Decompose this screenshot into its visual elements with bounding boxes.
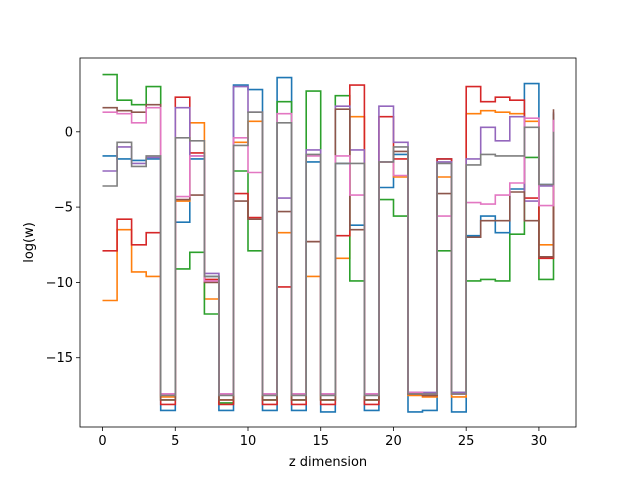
axes-frame xyxy=(79,57,577,428)
x-tick-label: 0 xyxy=(98,434,106,449)
y-tick-label: −5 xyxy=(54,201,73,216)
x-tick-label: 10 xyxy=(240,434,257,449)
x-tick-label: 30 xyxy=(531,434,548,449)
x-tick-label: 15 xyxy=(312,434,329,449)
series-line-8 xyxy=(102,111,555,397)
x-tick-label: 25 xyxy=(458,434,475,449)
series-line-6 xyxy=(102,103,555,401)
x-axis-ticks: 0 5 10 15 20 25 30 xyxy=(98,427,547,449)
y-tick-label: −15 xyxy=(46,351,73,366)
x-tick-label: 5 xyxy=(171,434,179,449)
x-axis-label: z dimension xyxy=(289,455,367,470)
plot-content xyxy=(102,73,555,413)
series-line-4 xyxy=(102,84,555,406)
y-axis-ticks: 0 −5 −10 −15 xyxy=(46,125,80,366)
y-axis-label: log(w) xyxy=(22,222,37,263)
y-tick-label: −10 xyxy=(46,276,73,291)
x-tick-label: 20 xyxy=(385,434,402,449)
y-tick-label: 0 xyxy=(65,125,73,140)
